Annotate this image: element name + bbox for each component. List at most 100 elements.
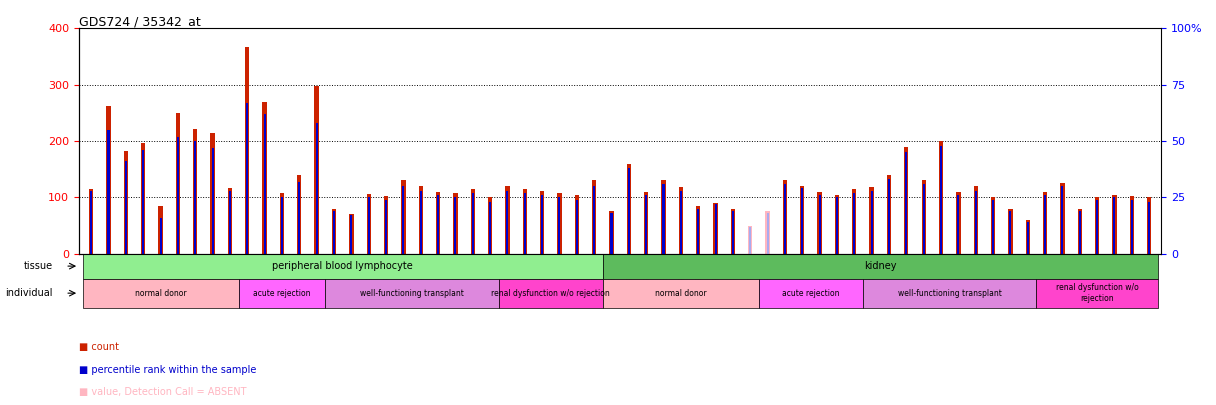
Bar <box>1062 186 1064 254</box>
Text: well-functioning transplant: well-functioning transplant <box>897 289 1002 298</box>
Bar <box>227 188 232 254</box>
Bar <box>1009 211 1012 254</box>
Bar <box>609 211 614 254</box>
Bar <box>176 136 179 254</box>
Bar <box>524 193 525 254</box>
Bar <box>159 217 162 254</box>
Bar <box>749 227 751 254</box>
Bar <box>349 214 354 254</box>
Bar <box>732 211 734 254</box>
Bar <box>1148 202 1150 254</box>
Bar <box>869 187 874 254</box>
Bar <box>888 179 890 254</box>
Bar <box>1130 196 1135 254</box>
Bar <box>280 194 285 254</box>
Bar <box>326 279 499 308</box>
Bar <box>680 191 682 254</box>
Bar <box>603 279 759 308</box>
Bar <box>662 181 665 254</box>
Bar <box>1026 222 1029 254</box>
Bar <box>818 195 821 254</box>
Bar <box>315 86 319 254</box>
Bar <box>332 209 336 254</box>
Bar <box>124 151 128 254</box>
Bar <box>905 152 907 254</box>
Bar <box>142 150 145 254</box>
Bar <box>281 197 283 254</box>
Bar <box>83 254 603 279</box>
Text: well-functioning transplant: well-functioning transplant <box>360 289 465 298</box>
Bar <box>575 194 579 254</box>
Bar <box>905 147 908 254</box>
Bar <box>420 191 422 254</box>
Text: acute rejection: acute rejection <box>253 289 311 298</box>
Bar <box>1077 209 1082 254</box>
Bar <box>696 206 700 254</box>
Bar <box>402 186 405 254</box>
Bar <box>835 197 838 254</box>
Bar <box>759 279 863 308</box>
Text: ■ count: ■ count <box>79 342 119 352</box>
Bar <box>106 106 111 254</box>
Bar <box>1131 200 1133 254</box>
Bar <box>385 200 387 254</box>
Bar <box>1096 200 1098 254</box>
Text: ■ percentile rank within the sample: ■ percentile rank within the sample <box>79 364 257 375</box>
Bar <box>956 192 961 254</box>
Text: normal donor: normal donor <box>655 289 706 298</box>
Bar <box>176 113 180 254</box>
Bar <box>646 195 647 254</box>
Bar <box>107 130 109 254</box>
Bar <box>817 192 822 254</box>
Bar <box>1008 209 1013 254</box>
Bar <box>141 143 146 254</box>
Bar <box>558 197 561 254</box>
Bar <box>90 191 92 254</box>
Bar <box>523 189 527 254</box>
Bar <box>748 226 753 254</box>
Bar <box>435 192 440 254</box>
Bar <box>193 129 197 254</box>
Bar <box>264 114 265 254</box>
Bar <box>871 191 873 254</box>
Bar <box>835 194 839 254</box>
Bar <box>489 202 491 254</box>
Bar <box>991 197 995 254</box>
Bar <box>592 181 596 254</box>
Bar <box>437 195 439 254</box>
Bar <box>333 211 336 254</box>
Bar <box>366 194 371 254</box>
Bar <box>384 196 388 254</box>
Bar <box>540 191 545 254</box>
Text: tissue: tissue <box>24 261 54 271</box>
Bar <box>610 213 613 254</box>
Bar <box>454 193 457 254</box>
Bar <box>679 187 683 254</box>
Bar <box>195 141 196 254</box>
Bar <box>800 186 805 254</box>
Bar <box>714 203 717 254</box>
Bar <box>886 175 891 254</box>
Bar <box>418 186 423 254</box>
Bar <box>1079 211 1081 254</box>
Bar <box>488 197 492 254</box>
Bar <box>923 184 924 254</box>
Bar <box>593 186 595 254</box>
Bar <box>83 279 238 308</box>
Bar <box>575 200 578 254</box>
Bar <box>557 193 562 254</box>
Bar <box>957 195 959 254</box>
Bar <box>367 197 370 254</box>
Bar <box>1045 195 1046 254</box>
Bar <box>401 181 405 254</box>
Bar <box>1094 197 1099 254</box>
Bar <box>472 193 474 254</box>
Bar <box>731 209 734 254</box>
Bar <box>89 189 94 254</box>
Bar <box>246 47 249 254</box>
Bar <box>1113 194 1116 254</box>
Bar <box>246 103 248 254</box>
Bar <box>1114 197 1115 254</box>
Bar <box>506 191 508 254</box>
Text: ■ value, Detection Call = ABSENT: ■ value, Detection Call = ABSENT <box>79 387 247 397</box>
